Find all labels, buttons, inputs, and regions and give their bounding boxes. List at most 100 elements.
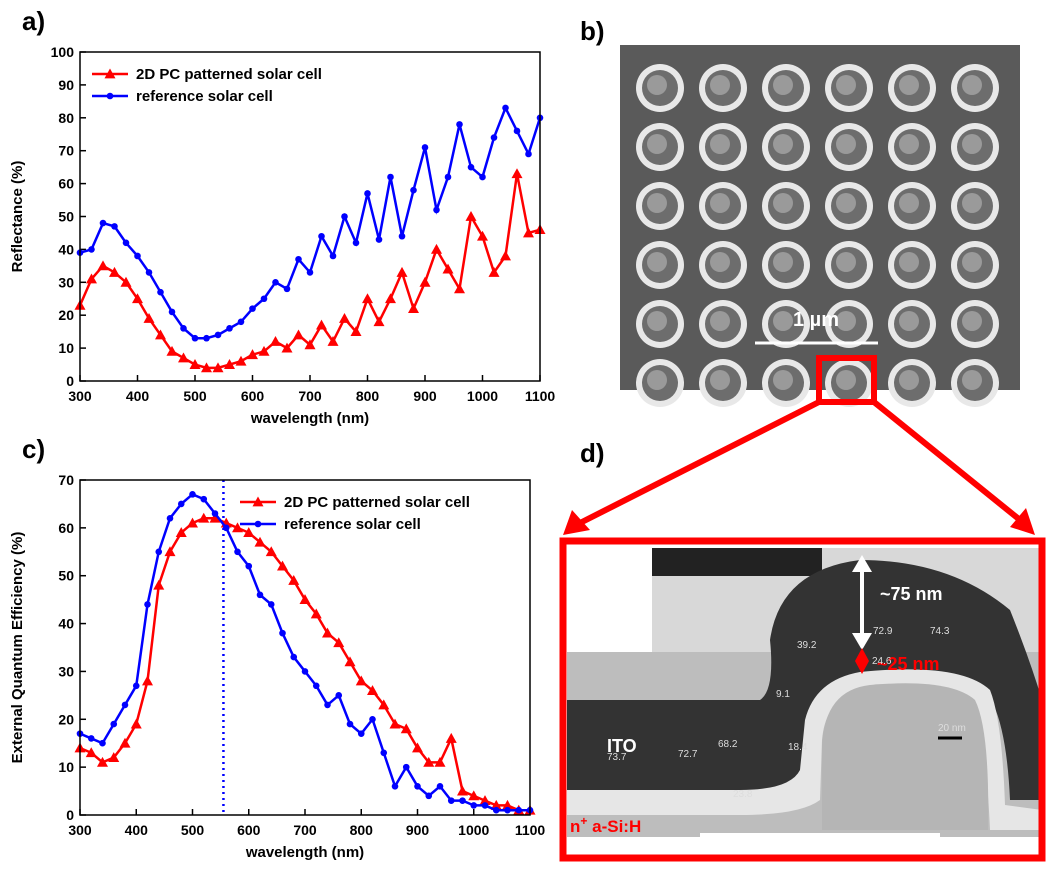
- layer-sup: +: [580, 814, 587, 828]
- y-tick-label: 50: [58, 568, 74, 584]
- marker: [434, 756, 446, 767]
- marker: [281, 342, 293, 353]
- sem-dot-core: [773, 252, 793, 272]
- marker: [211, 510, 219, 517]
- marker: [357, 730, 365, 737]
- marker: [431, 243, 442, 254]
- marker: [490, 799, 502, 810]
- sem-dot-core: [773, 75, 793, 95]
- legend-label: 2D PC patterned solar cell: [136, 66, 322, 83]
- arrow-head: [852, 633, 872, 650]
- marker: [104, 68, 116, 79]
- sem-dot-core: [773, 370, 793, 390]
- marker: [362, 293, 373, 304]
- sem-dot-core: [836, 134, 856, 154]
- marker: [110, 720, 118, 728]
- y-tick-label: 10: [58, 759, 74, 775]
- marker: [232, 522, 243, 533]
- marker: [226, 325, 233, 332]
- x-axis-title: wavelength (nm): [245, 844, 364, 861]
- marker: [214, 331, 222, 339]
- layer-text: n: [570, 817, 580, 836]
- arrow-head: [1010, 508, 1035, 535]
- marker: [247, 349, 258, 360]
- measurement: 73.7: [607, 752, 627, 763]
- marker: [457, 785, 468, 796]
- sem-dot-core: [647, 75, 667, 95]
- panel-label: d): [580, 438, 605, 468]
- marker: [454, 283, 465, 294]
- marker: [488, 266, 500, 277]
- marker: [166, 345, 178, 356]
- arrow-head: [852, 555, 872, 572]
- y-tick-label: 20: [58, 711, 74, 727]
- marker: [87, 735, 95, 742]
- marker: [132, 293, 143, 304]
- sem-dot-core: [899, 134, 919, 154]
- arrow-head: [563, 510, 590, 535]
- y-axis-title: Reflectance (%): [9, 161, 26, 273]
- marker: [203, 334, 210, 342]
- marker: [380, 749, 388, 757]
- marker: [222, 524, 230, 532]
- marker: [339, 312, 350, 323]
- y-tick-label: 60: [58, 176, 74, 192]
- marker: [121, 701, 129, 709]
- marker: [335, 692, 343, 699]
- marker: [254, 520, 262, 528]
- marker: [166, 514, 174, 522]
- marker: [515, 806, 523, 814]
- marker: [327, 336, 339, 346]
- marker: [245, 562, 253, 570]
- panel-label: b): [580, 16, 605, 46]
- marker: [122, 239, 130, 247]
- marker: [373, 316, 385, 327]
- marker: [177, 500, 185, 508]
- marker: [301, 668, 309, 675]
- marker: [99, 219, 107, 227]
- marker: [97, 260, 109, 271]
- measurement: 72.9: [873, 626, 893, 637]
- marker: [525, 150, 532, 158]
- measurement: 72.7: [678, 749, 698, 760]
- measurement: 24.6: [872, 656, 892, 667]
- marker: [468, 790, 480, 801]
- sem-dot-core: [836, 370, 856, 390]
- marker: [279, 629, 286, 637]
- x-tick-label: 700: [293, 822, 317, 838]
- measurement: 68.2: [718, 739, 738, 750]
- measurement: 23.8: [733, 789, 753, 800]
- marker: [355, 675, 367, 686]
- marker: [502, 799, 513, 810]
- sem-dot-core: [836, 252, 856, 272]
- x-tick-label: 800: [350, 822, 374, 838]
- sem-dot-core: [962, 311, 982, 331]
- x-tick-label: 400: [126, 388, 150, 404]
- x-tick-label: 1000: [467, 388, 498, 404]
- marker: [312, 682, 320, 690]
- marker: [97, 756, 108, 767]
- marker: [168, 308, 176, 316]
- marker: [295, 255, 302, 263]
- marker: [290, 653, 298, 661]
- legend-label: reference solar cell: [136, 88, 273, 105]
- marker: [477, 230, 488, 241]
- marker: [378, 699, 390, 710]
- marker: [442, 263, 454, 274]
- plot-frame: [79, 479, 531, 816]
- marker: [423, 756, 435, 767]
- y-tick-label: 40: [58, 241, 74, 257]
- si-layer: [567, 669, 1042, 830]
- marker: [293, 329, 304, 340]
- marker: [142, 675, 153, 686]
- marker: [490, 134, 498, 141]
- sem-dot-core: [962, 252, 982, 272]
- y-tick-label: 30: [58, 274, 74, 290]
- marker: [130, 718, 142, 729]
- marker: [502, 104, 509, 112]
- marker: [180, 325, 187, 332]
- marker: [143, 312, 155, 323]
- sem-dot-core: [836, 193, 856, 213]
- y-tick-label: 10: [58, 340, 74, 356]
- ito-layer: [567, 560, 1042, 800]
